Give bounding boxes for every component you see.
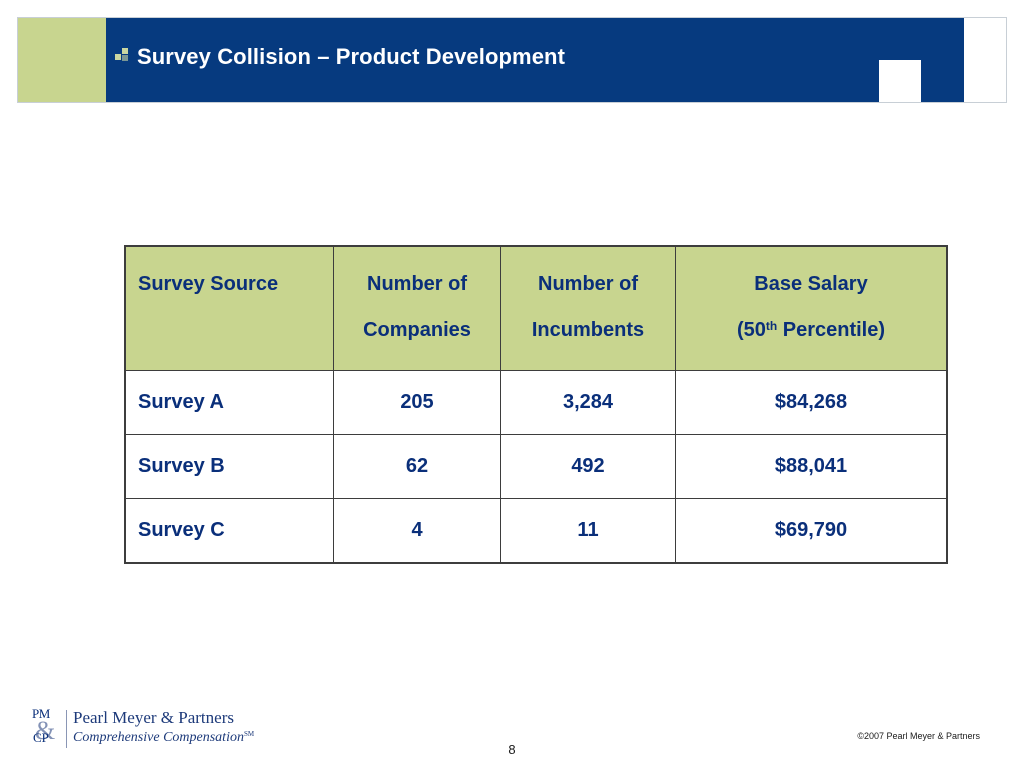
header-number-of-companies: Number of Companies xyxy=(333,245,501,371)
cell-base-salary: $84,268 xyxy=(675,370,948,435)
cell-survey-source: Survey C xyxy=(124,498,334,564)
cell-incumbents: 492 xyxy=(500,434,676,499)
cell-base-salary: $69,790 xyxy=(675,498,948,564)
checkerboard-decoration xyxy=(879,18,1006,102)
survey-table: Survey Source Number of Companies Number… xyxy=(124,245,948,564)
header-survey-source: Survey Source xyxy=(124,245,334,371)
table-row: Survey A 205 3,284 $84,268 xyxy=(124,370,948,435)
title-bullet-icon xyxy=(115,48,129,62)
pm-cp-monogram-icon: & PM CP xyxy=(32,706,56,745)
header-number-of-incumbents: Number of Incumbents xyxy=(500,245,676,371)
cell-companies: 62 xyxy=(333,434,501,499)
cell-survey-source: Survey A xyxy=(124,370,334,435)
logo-divider xyxy=(66,710,67,748)
page-number: 8 xyxy=(508,742,516,757)
table-row: Survey C 4 11 $69,790 xyxy=(124,498,948,564)
company-name: Pearl Meyer & Partners xyxy=(73,708,234,727)
cell-companies: 205 xyxy=(333,370,501,435)
cell-survey-source: Survey B xyxy=(124,434,334,499)
slide-title: Survey Collision – Product Development xyxy=(137,44,566,69)
company-tagline: Comprehensive CompensationSM xyxy=(73,730,255,745)
banner-navy-block xyxy=(106,18,1006,102)
table-row: Survey B 62 492 $88,041 xyxy=(124,434,948,499)
header-base-salary: Base Salary (50th Percentile) xyxy=(675,245,948,371)
copyright-notice: ©2007 Pearl Meyer & Partners xyxy=(857,731,980,741)
cell-incumbents: 11 xyxy=(500,498,676,564)
banner-green-block xyxy=(18,18,106,102)
cell-base-salary: $88,041 xyxy=(675,434,948,499)
cell-companies: 4 xyxy=(333,498,501,564)
table-header-row: Survey Source Number of Companies Number… xyxy=(124,245,948,371)
title-banner xyxy=(17,17,1007,103)
cell-incumbents: 3,284 xyxy=(500,370,676,435)
